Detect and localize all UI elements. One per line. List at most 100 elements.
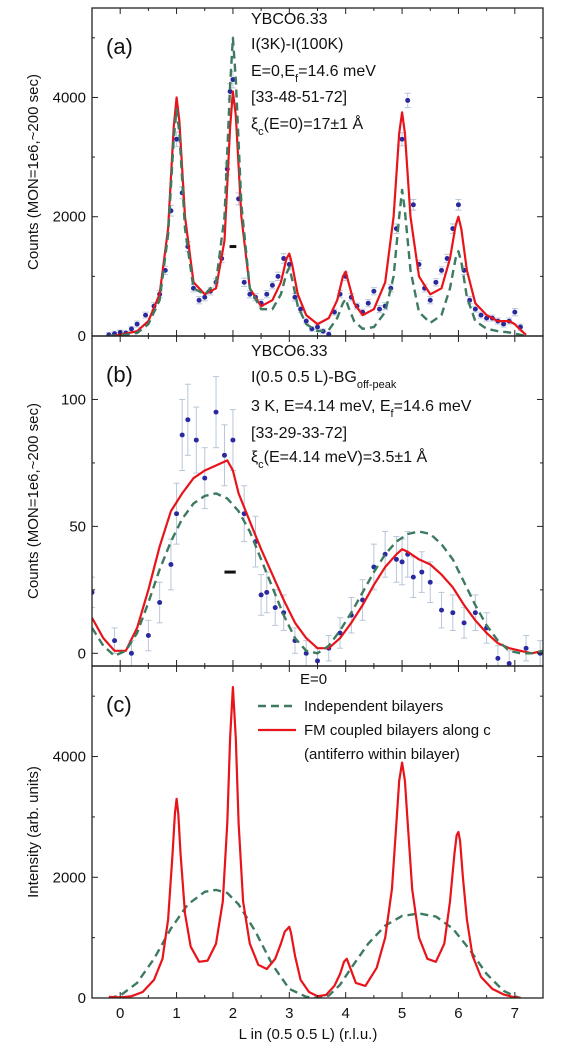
x-tick-label: 5 xyxy=(398,1005,406,1022)
plot-frame xyxy=(91,665,544,999)
data-series xyxy=(92,376,543,666)
data-point xyxy=(455,201,462,208)
data-point xyxy=(494,655,502,662)
data-point xyxy=(193,436,200,444)
y-tick-label: 2000 xyxy=(53,869,86,886)
data-point xyxy=(365,300,372,307)
data-point xyxy=(128,325,135,332)
data-point xyxy=(418,568,425,576)
data-point xyxy=(398,136,406,143)
data-point xyxy=(274,273,282,280)
text-run: (E=4.14 meV)=3.5±1 Å xyxy=(264,447,428,466)
data-point xyxy=(111,637,118,644)
annotation-config: [33-48-51-72] xyxy=(251,89,347,106)
independent-bilayers-curve xyxy=(108,888,521,998)
text-run: =14.6 meV xyxy=(298,63,376,80)
annotation-config: [33-29-33-72] xyxy=(251,425,347,442)
annotation-measurement: I(3K)-I(100K) xyxy=(251,36,343,53)
data-point xyxy=(427,579,434,586)
annotation-sample: YBCO6.33 xyxy=(251,343,328,360)
data-point xyxy=(398,558,406,566)
text-run: 3 K, E=4.14 meV, E xyxy=(251,398,391,415)
data-point xyxy=(438,607,445,614)
y-axis-label: Intensity (arb. units) xyxy=(25,766,42,898)
y-tick-label: 0 xyxy=(78,328,86,345)
data-point xyxy=(212,409,220,416)
data-point xyxy=(156,599,163,606)
annotation-measurement: I(0.5 0.5 L)-BGoff-peak xyxy=(251,369,397,391)
plot-area xyxy=(108,686,521,998)
text-run: ξ xyxy=(251,116,258,133)
panel-a: 0 2000 4000 Counts (MON=1e6,~200 sec) (a) YBC… xyxy=(25,7,544,345)
panel-c: 0 1 2 3 4 5 6 7 0 2000 4000 Intensity (arb. units) (… xyxy=(25,665,544,1022)
data-point xyxy=(272,604,279,611)
data-point xyxy=(134,320,141,328)
legend-header: E=0 xyxy=(300,671,327,688)
data-point xyxy=(472,609,479,616)
data-point xyxy=(376,306,383,313)
y-tick-label: 2000 xyxy=(53,209,86,226)
x-tick-label: 2 xyxy=(229,1005,237,1022)
data-point xyxy=(410,201,417,208)
y-tick-label: 4000 xyxy=(53,749,86,766)
data-point xyxy=(438,267,445,274)
data-point xyxy=(511,309,518,316)
data-point xyxy=(179,431,186,439)
plot-area xyxy=(105,36,527,336)
legend-fm-label: FM coupled bilayers along c xyxy=(304,722,491,739)
data-point xyxy=(522,645,530,652)
subscript: c xyxy=(258,126,264,138)
subscript: f xyxy=(391,408,395,420)
text-run: ξ xyxy=(251,449,258,466)
x-tick-label: 6 xyxy=(454,1005,462,1022)
x-axis-label: L in (0.5 0.5 L) (r.l.u.) xyxy=(239,1026,378,1043)
x-tick-label: 7 xyxy=(511,1005,519,1022)
data-point xyxy=(229,436,237,444)
panel-b: 0 50 100 Counts (MON=1e6,~200 sec) (b) YBCO6.… xyxy=(25,335,544,667)
x-tick-label: 0 xyxy=(116,1005,124,1022)
data-point xyxy=(291,294,299,301)
data-point xyxy=(472,306,479,313)
data-point xyxy=(506,660,513,666)
data-point xyxy=(221,452,228,459)
data-point xyxy=(128,650,135,657)
data-point xyxy=(477,312,485,319)
data-point xyxy=(432,279,439,286)
data-point xyxy=(325,331,332,336)
fm-coupled-curve xyxy=(92,459,543,655)
data-point xyxy=(370,288,377,295)
data-point xyxy=(410,574,417,581)
data-point xyxy=(449,609,456,616)
text-run: E=0,E xyxy=(251,63,295,80)
data-point xyxy=(460,619,468,626)
y-tick-label: 50 xyxy=(69,518,86,535)
data-point xyxy=(404,97,411,104)
x-tick-label: 4 xyxy=(342,1005,350,1022)
y-axis-label: Counts (MON=1e6,~200 sec) xyxy=(25,403,42,599)
data-point xyxy=(393,556,400,563)
panel-label: (a) xyxy=(106,34,133,59)
x-tick-label: 1 xyxy=(172,1005,180,1022)
plot-area xyxy=(92,376,543,666)
data-point xyxy=(427,297,434,304)
fm-coupled-curve xyxy=(108,686,521,998)
annotation-correlation-length: ξc(E=0)=17±1 Å xyxy=(251,114,364,138)
text-run: =14.6 meV xyxy=(394,398,472,415)
annotation-energy: 3 K, E=4.14 meV, Ef=14.6 meV xyxy=(251,398,472,420)
y-tick-label: 0 xyxy=(78,990,86,1007)
independent-bilayers-curve xyxy=(92,492,543,657)
data-point xyxy=(142,312,149,319)
subscript: off-peak xyxy=(357,379,397,391)
data-point xyxy=(145,632,152,639)
legend-fm-note: (antiferro within bilayer) xyxy=(304,746,460,763)
y-tick-label: 100 xyxy=(61,391,86,408)
fm-coupled-curve xyxy=(108,90,527,336)
data-point xyxy=(201,475,208,482)
data-point xyxy=(241,279,248,286)
data-point xyxy=(269,282,276,289)
annotation-sample: YBCO6.33 xyxy=(251,11,328,28)
x-tick-label: 3 xyxy=(285,1005,293,1022)
text-run: I(0.5 0.5 L)-BG xyxy=(251,369,357,386)
y-axis-label: Counts (MON=1e6,~200 sec) xyxy=(25,74,42,270)
